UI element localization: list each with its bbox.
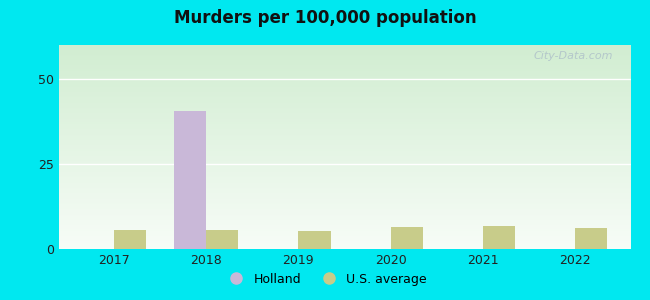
Bar — [174, 111, 206, 249]
Bar — [206, 230, 239, 249]
Bar — [298, 231, 331, 249]
Bar — [114, 230, 146, 249]
Legend: Holland, U.S. average: Holland, U.S. average — [218, 268, 432, 291]
Text: City-Data.com: City-Data.com — [534, 51, 614, 61]
Text: Murders per 100,000 population: Murders per 100,000 population — [174, 9, 476, 27]
Bar — [575, 228, 608, 249]
Bar — [483, 226, 515, 249]
Bar — [391, 227, 423, 249]
